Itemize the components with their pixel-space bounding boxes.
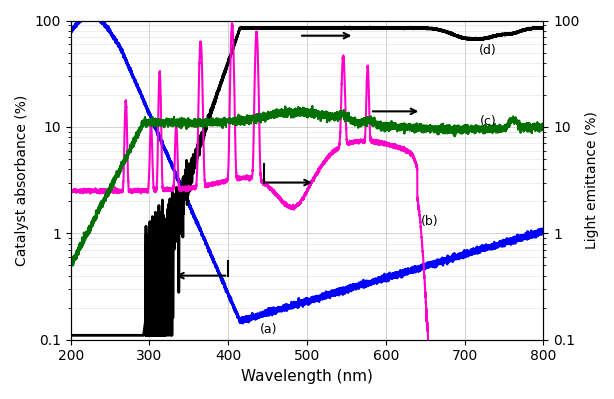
- Text: (c): (c): [480, 115, 497, 128]
- Y-axis label: Light emittance (%): Light emittance (%): [585, 111, 599, 249]
- Y-axis label: Catalyst absorbance (%): Catalyst absorbance (%): [15, 95, 29, 266]
- Text: (d): (d): [479, 44, 497, 57]
- Text: (b): (b): [421, 215, 439, 228]
- X-axis label: Wavelength (nm): Wavelength (nm): [241, 369, 373, 384]
- Text: (a): (a): [260, 322, 278, 336]
